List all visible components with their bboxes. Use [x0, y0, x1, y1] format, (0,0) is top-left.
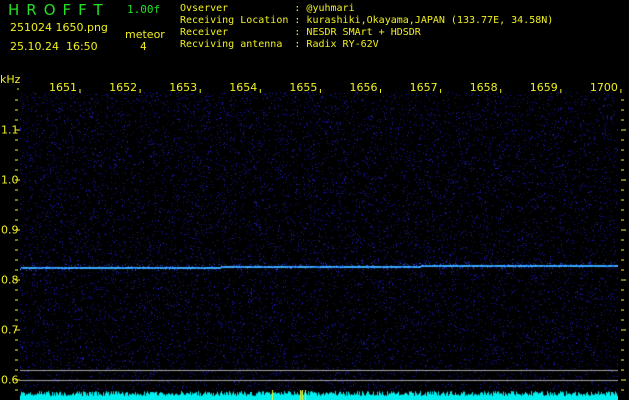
time-label: 1653 [169, 81, 198, 94]
spectrogram [20, 92, 618, 390]
antenna-line: Recviving antenna : Radix RY-62V [180, 39, 379, 50]
freq-label: 0.8 [1, 273, 19, 287]
time-label: 1652 [109, 81, 138, 94]
time-label: 1654 [229, 81, 258, 94]
receiver-line: Receiver : NESDR SMArt + HDSDR [180, 27, 421, 38]
freq-label: 1.0 [1, 173, 19, 187]
time-label: 1659 [529, 81, 558, 94]
meteor-label: meteor [125, 28, 165, 41]
time-label: 1651 [49, 81, 77, 94]
observer-line: Ovserver : @yuhmari [180, 3, 355, 14]
time-label: 1658 [469, 81, 498, 94]
datetime: 25.10.24 16:50 [10, 40, 98, 53]
app-title: HROFFT [8, 1, 110, 19]
time-label: 1700 [589, 81, 618, 94]
freq-label: 0.7 [1, 323, 19, 337]
time-label: 1655 [289, 81, 318, 94]
y-unit-label: kHz [0, 73, 21, 86]
time-label: 1657 [409, 81, 438, 94]
freq-label: 0.6 [1, 373, 19, 387]
time-label: 1656 [349, 81, 378, 94]
location-line: Receiving Location : kurashiki,Okayama,J… [180, 15, 554, 26]
file-name: 251024 1650.png [10, 21, 108, 34]
freq-label: 0.9 [1, 223, 19, 237]
signal-histogram [20, 390, 618, 400]
version: 1.00f [127, 3, 161, 16]
meteor-count: 4 [140, 40, 147, 53]
freq-label: 1.1 [1, 123, 19, 137]
